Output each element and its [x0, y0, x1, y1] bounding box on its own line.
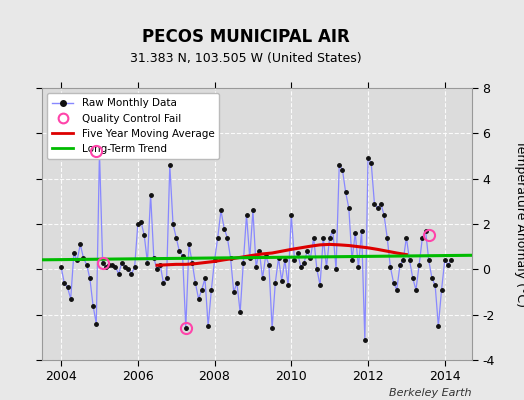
- Text: PECOS MUNICIPAL AIR: PECOS MUNICIPAL AIR: [143, 28, 350, 46]
- Text: Berkeley Earth: Berkeley Earth: [389, 388, 472, 398]
- Text: 31.383 N, 103.505 W (United States): 31.383 N, 103.505 W (United States): [130, 52, 362, 65]
- Y-axis label: Temperature Anomaly (°C): Temperature Anomaly (°C): [514, 140, 524, 308]
- Legend: Raw Monthly Data, Quality Control Fail, Five Year Moving Average, Long-Term Tren: Raw Monthly Data, Quality Control Fail, …: [47, 93, 220, 159]
